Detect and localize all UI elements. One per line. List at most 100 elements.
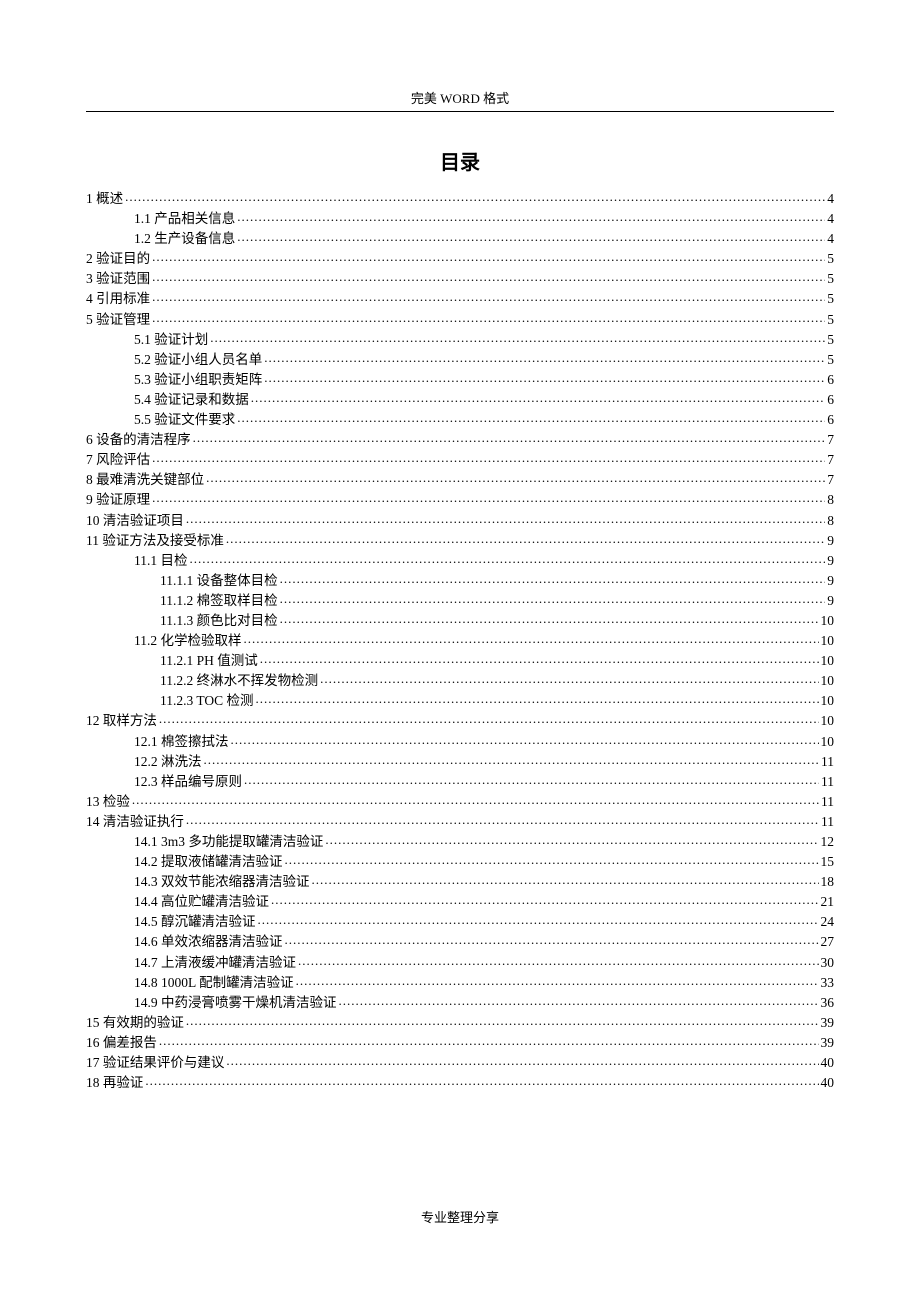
toc-entry-page: 9: [827, 534, 834, 548]
toc-dots: [251, 390, 826, 404]
toc-entry-label: 5.5 验证文件要求: [134, 413, 235, 427]
toc-dots: [285, 852, 819, 866]
toc-entry-label: 11 验证方法及接受标准: [86, 534, 224, 548]
toc-dots: [320, 671, 818, 685]
toc-entry: 11.1.3 颜色比对目检10: [86, 611, 834, 631]
toc-dots: [325, 832, 818, 846]
toc-entry-page: 4: [827, 212, 834, 226]
toc-dots: [226, 531, 825, 545]
toc-dots: [152, 490, 825, 504]
toc-entry-page: 27: [821, 935, 835, 949]
toc-entry: 16 偏差报告39: [86, 1033, 834, 1053]
toc-entry-label: 14.5 醇沉罐清洁验证: [134, 915, 256, 929]
toc-dots: [125, 189, 825, 203]
toc-entry: 14.8 1000L 配制罐清洁验证33: [86, 973, 834, 993]
toc-entry: 4 引用标准5: [86, 289, 834, 309]
toc-dots: [152, 289, 825, 303]
toc-entry-page: 6: [827, 393, 834, 407]
toc-entry-label: 14.3 双效节能浓缩器清洁验证: [134, 875, 310, 889]
toc-entry: 11.2.3 TOC 检测 10: [86, 691, 834, 711]
toc-entry: 6 设备的清洁程序 7: [86, 430, 834, 450]
toc-entry-page: 39: [821, 1016, 835, 1030]
toc-entry: 18 再验证 40: [86, 1073, 834, 1093]
toc-entry-label: 2 验证目的: [86, 252, 150, 266]
toc-dots: [210, 330, 825, 344]
toc-entry-label: 8 最难清洗关键部位: [86, 473, 204, 487]
toc-dots: [186, 511, 825, 525]
toc-entry-page: 5: [827, 292, 834, 306]
toc-entry-page: 8: [827, 493, 834, 507]
toc-dots: [186, 812, 819, 826]
toc-entry-label: 12 取样方法: [86, 714, 157, 728]
toc-entry-label: 12.3 样品编号原则: [134, 775, 242, 789]
toc-entry-page: 11: [821, 815, 834, 829]
toc-entry-page: 10: [821, 654, 835, 668]
toc-entry: 14.5 醇沉罐清洁验证24: [86, 912, 834, 932]
toc-dots: [264, 350, 825, 364]
toc-container: 1 概述41.1 产品相关信息41.2 生产设备信息42 验证目的53 验证范围…: [86, 189, 834, 1093]
toc-entry-page: 33: [821, 976, 835, 990]
toc-entry: 12.1 棉签擦拭法 10: [86, 732, 834, 752]
toc-entry-label: 6 设备的清洁程序: [86, 433, 191, 447]
toc-entry-page: 4: [827, 232, 834, 246]
toc-entry-page: 40: [821, 1056, 835, 1070]
toc-entry-page: 5: [827, 333, 834, 347]
toc-entry-label: 17 验证结果评价与建议: [86, 1056, 224, 1070]
toc-entry: 1 概述4: [86, 189, 834, 209]
toc-entry: 14.9 中药浸膏喷雾干燥机清洁验证36: [86, 993, 834, 1013]
toc-entry: 14.7 上清液缓冲罐清洁验证30: [86, 953, 834, 973]
toc-entry-page: 7: [827, 433, 834, 447]
toc-entry: 11.1.1 设备整体目检9: [86, 571, 834, 591]
toc-entry: 12 取样方法10: [86, 711, 834, 731]
toc-entry-page: 39: [821, 1036, 835, 1050]
toc-entry-page: 6: [827, 413, 834, 427]
toc-entry-page: 40: [821, 1076, 835, 1090]
toc-entry-label: 5.1 验证计划: [134, 333, 208, 347]
toc-entry-label: 1.2 生产设备信息: [134, 232, 235, 246]
toc-dots: [244, 772, 819, 786]
toc-entry-page: 5: [827, 252, 834, 266]
toc-entry-page: 10: [821, 634, 835, 648]
toc-entry: 5.4 验证记录和数据6: [86, 390, 834, 410]
toc-dots: [186, 1013, 819, 1027]
toc-entry-page: 36: [821, 996, 835, 1010]
toc-entry: 2 验证目的 5: [86, 249, 834, 269]
toc-title: 目录: [86, 146, 834, 175]
toc-entry-label: 15 有效期的验证: [86, 1016, 184, 1030]
toc-dots: [159, 711, 819, 725]
toc-dots: [280, 611, 819, 625]
toc-dots: [226, 1053, 818, 1067]
toc-entry-page: 12: [821, 835, 835, 849]
toc-entry: 7 风险评估7: [86, 450, 834, 470]
toc-entry-label: 9 验证原理: [86, 493, 150, 507]
toc-entry-page: 10: [821, 694, 835, 708]
toc-dots: [312, 872, 819, 886]
toc-entry-page: 10: [821, 735, 835, 749]
toc-entry-page: 4: [827, 192, 834, 206]
toc-entry: 13 检验11: [86, 792, 834, 812]
toc-entry-label: 11.2 化学检验取样: [134, 634, 242, 648]
toc-entry: 17 验证结果评价与建议 40: [86, 1053, 834, 1073]
toc-entry-label: 11.2.3 TOC 检测: [160, 694, 254, 708]
toc-dots: [152, 269, 825, 283]
toc-entry-label: 5 验证管理: [86, 313, 150, 327]
toc-entry: 11.2 化学检验取样 10: [86, 631, 834, 651]
toc-entry-label: 10 清洁验证项目: [86, 514, 184, 528]
toc-dots: [152, 310, 825, 324]
toc-entry-label: 12.1 棉签擦拭法: [134, 735, 229, 749]
toc-entry-page: 5: [827, 272, 834, 286]
toc-entry: 1.1 产品相关信息4: [86, 209, 834, 229]
toc-dots: [339, 993, 819, 1007]
toc-entry-label: 14 清洁验证执行: [86, 815, 184, 829]
toc-dots: [296, 973, 819, 987]
toc-entry-page: 7: [827, 453, 834, 467]
toc-entry-label: 5.2 验证小组人员名单: [134, 353, 262, 367]
toc-entry-label: 11.2.2 终淋水不挥发物检测: [160, 674, 318, 688]
toc-entry-label: 14.7 上清液缓冲罐清洁验证: [134, 956, 296, 970]
toc-entry: 5.2 验证小组人员名单5: [86, 350, 834, 370]
toc-entry-page: 11: [821, 775, 834, 789]
toc-entry-label: 11.1.3 颜色比对目检: [160, 614, 278, 628]
toc-entry-label: 18 再验证: [86, 1076, 143, 1090]
toc-dots: [237, 229, 825, 243]
toc-entry: 14 清洁验证执行 11: [86, 812, 834, 832]
